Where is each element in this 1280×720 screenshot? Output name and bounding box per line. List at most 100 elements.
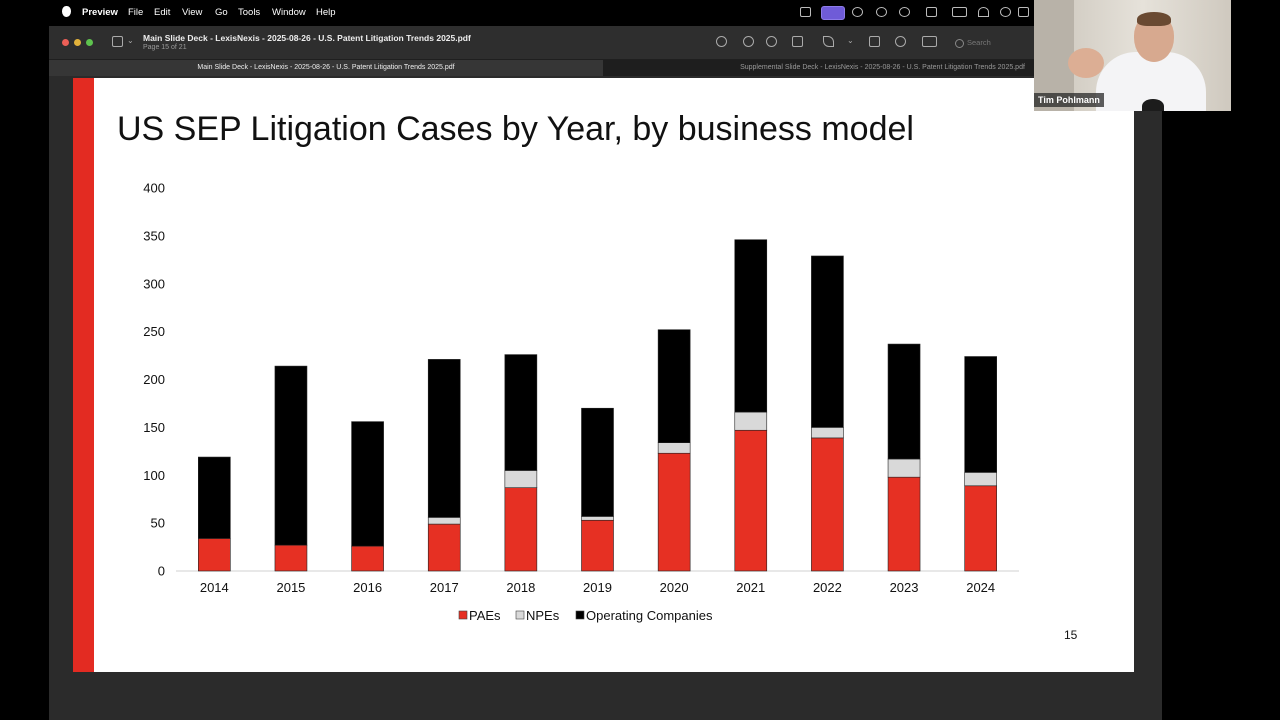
chevron-down-icon[interactable]: ⌄ [127,36,134,45]
status-tray-icon[interactable] [800,7,811,17]
bar-segment-npes [964,472,997,487]
apple-menu-icon[interactable] [62,6,71,17]
y-tick-label: 50 [151,516,165,531]
bar-segment-operating-companies [504,354,538,471]
control-center-icon[interactable] [1018,7,1029,17]
headphones-icon[interactable] [876,7,887,17]
speaker-hand [1068,48,1104,78]
desktop-background [0,26,49,720]
speaker-hair [1137,12,1171,26]
bar-segment-operating-companies [427,359,461,518]
x-tick-label: 2014 [200,580,229,595]
x-tick-label: 2016 [353,580,382,595]
x-tick-label: 2015 [276,580,305,595]
spotlight-search-icon[interactable] [1000,7,1011,17]
display-icon[interactable] [926,7,937,17]
annotate-icon[interactable] [895,36,906,47]
bar-segment-paes [581,519,614,572]
screen-share-icon[interactable] [821,6,845,20]
bar-segment-operating-companies [581,407,614,517]
y-tick-label: 300 [143,276,165,291]
battery-icon[interactable] [952,7,967,17]
bar-segment-npes [427,517,461,525]
zoom-window-button[interactable] [86,39,93,46]
zoom-out-icon[interactable] [743,36,754,47]
legend-label: PAEs [469,608,501,623]
microphone [1142,99,1164,111]
slide-accent-bar [73,78,94,672]
bar-segment-paes [811,437,844,572]
webcam-shelf [1034,0,1074,111]
bar-segment-npes [581,516,614,521]
bar-segment-npes [734,411,768,431]
bar-segment-paes [887,476,921,572]
y-tick-label: 150 [143,420,165,435]
menu-edit[interactable]: Edit [154,7,171,18]
menu-view[interactable]: View [182,7,203,18]
menu-file[interactable]: File [128,7,144,18]
desktop-background-right [1162,111,1280,720]
x-tick-label: 2018 [506,580,535,595]
x-tick-label: 2024 [966,580,995,595]
bar-segment-operating-companies [734,239,768,413]
dropbox-icon[interactable] [852,7,863,17]
wifi-icon[interactable] [978,7,989,17]
pdf-slide: US SEP Litigation Cases by Year, by busi… [73,78,1134,672]
form-fill-icon[interactable] [922,36,937,47]
bar-segment-paes [274,544,308,572]
x-tick-label: 2023 [890,580,919,595]
share-icon[interactable] [792,36,803,47]
legend-swatch [515,610,525,620]
x-tick-label: 2017 [430,580,459,595]
y-tick-label: 400 [143,181,165,196]
bar-segment-npes [657,442,691,454]
search-input[interactable]: Search [967,38,991,47]
close-window-button[interactable] [62,39,69,46]
bar-segment-paes [198,538,231,572]
x-tick-label: 2020 [660,580,689,595]
y-tick-label: 0 [158,564,165,579]
time-machine-icon[interactable] [899,7,910,17]
y-tick-label: 200 [143,372,165,387]
slide-page-number: 15 [1064,628,1078,642]
menu-app-name[interactable]: Preview [82,7,118,18]
bar-segment-npes [887,458,921,478]
bar-segment-operating-companies [887,343,921,460]
minimize-window-button[interactable] [74,39,81,46]
menu-go[interactable]: Go [215,7,228,18]
y-tick-label: 100 [143,468,165,483]
bar-segment-operating-companies [657,329,691,443]
markup-pen-icon[interactable] [823,36,834,47]
bar-segment-paes [351,545,384,572]
zoom-in-icon[interactable] [766,36,777,47]
search-icon [955,39,964,48]
menu-window[interactable]: Window [272,7,306,18]
tab-supplemental-slide-deck[interactable]: Supplemental Slide Deck - LexisNexis - 2… [603,60,1162,76]
menu-tools[interactable]: Tools [238,7,261,18]
markup-chevron-icon[interactable]: ⌄ [847,36,854,45]
legend-label: Operating Companies [586,608,713,623]
legend-swatch [458,610,468,620]
bar-segment-operating-companies [811,255,844,428]
legend-swatch [575,610,585,620]
tab-bar: Main Slide Deck - LexisNexis - 2025-08-2… [49,60,1162,76]
y-tick-label: 250 [143,324,165,339]
slide-title: US SEP Litigation Cases by Year, by busi… [117,110,914,148]
info-icon[interactable] [716,36,727,47]
legend-label: NPEs [526,608,560,623]
x-tick-label: 2021 [736,580,765,595]
bar-segment-paes [504,487,538,572]
menu-help[interactable]: Help [316,7,336,18]
bar-segment-npes [504,470,538,488]
stacked-bar-chart: 0 50 100 150 200 250 300 350 400 2014 2015 2016 2017… [143,181,1019,623]
bar-segment-paes [657,452,691,572]
tab-main-slide-deck[interactable]: Main Slide Deck - LexisNexis - 2025-08-2… [49,60,603,76]
page-indicator: Page 15 of 21 [143,44,187,51]
x-tick-label: 2022 [813,580,842,595]
bar-segment-operating-companies [274,365,308,546]
sidebar-toggle-icon[interactable] [112,36,123,47]
webcam-overlay: Tim Pohlmann [1034,0,1231,111]
title-bar: ⌄ Main Slide Deck - LexisNexis - 2025-08… [49,26,1162,60]
rotate-icon[interactable] [869,36,880,47]
speaker-name-label: Tim Pohlmann [1034,93,1104,107]
